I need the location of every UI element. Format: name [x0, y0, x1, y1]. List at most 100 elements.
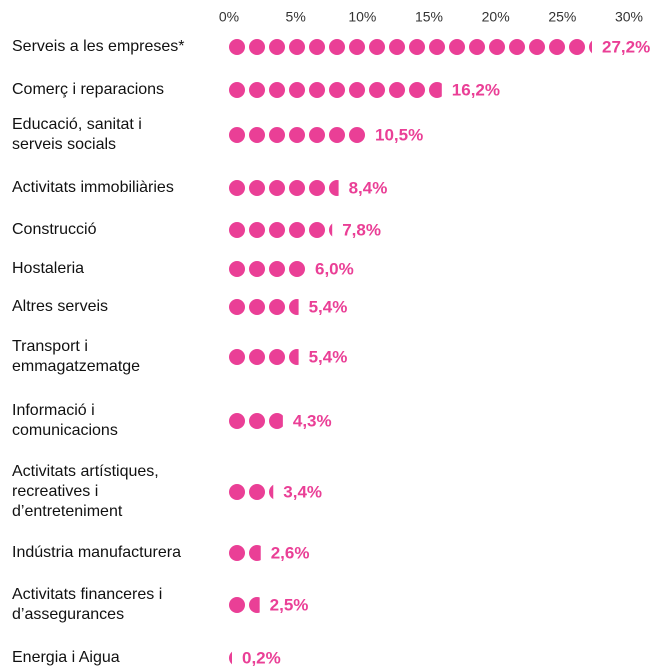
dot: [229, 349, 245, 365]
value-label: 2,6%: [271, 543, 310, 562]
dot: [269, 349, 285, 365]
dot-bar: [229, 597, 260, 613]
dot: [489, 39, 505, 55]
dot: [249, 82, 265, 98]
dot: [289, 127, 305, 143]
category-label: Informació i comunicacions: [12, 402, 118, 439]
dot-bar: [229, 413, 283, 429]
value-label: 4,3%: [293, 411, 332, 430]
dot: [289, 222, 305, 238]
dot: [269, 222, 285, 238]
x-tick-label: 10%: [348, 9, 376, 25]
category-label: Energia i Aigua: [12, 649, 120, 666]
dot: [229, 261, 245, 277]
partial-dot: [269, 413, 283, 429]
dot: [229, 597, 245, 613]
dot: [309, 82, 325, 98]
category-label: Activitats financeres i d’assegurances: [12, 586, 163, 623]
dot: [509, 39, 525, 55]
dot: [249, 127, 265, 143]
x-tick-label: 0%: [219, 9, 239, 25]
value-label: 27,2%: [602, 37, 650, 56]
dot: [269, 180, 285, 196]
value-label: 16,2%: [452, 80, 500, 99]
dot: [349, 82, 365, 98]
dot: [249, 349, 265, 365]
dot: [249, 261, 265, 277]
dot: [249, 39, 265, 55]
dot-bar: [229, 222, 333, 238]
dot: [249, 180, 265, 196]
dot: [549, 39, 565, 55]
value-label: 2,5%: [270, 595, 309, 614]
dot-bar: [229, 127, 365, 143]
dot-bar: [229, 349, 299, 365]
value-label: 0,2%: [242, 648, 281, 667]
dot: [429, 39, 445, 55]
dot: [249, 484, 265, 500]
dot: [329, 39, 345, 55]
dot: [289, 180, 305, 196]
dot: [389, 39, 405, 55]
dot: [409, 82, 425, 98]
dot: [349, 127, 365, 143]
dot-bar: [229, 484, 274, 500]
category-label: Transport i emmagatzematge: [12, 338, 141, 375]
dot: [349, 39, 365, 55]
dot-bar: [229, 261, 305, 277]
value-label: 6,0%: [315, 259, 354, 278]
value-label: 5,4%: [309, 347, 348, 366]
dot: [229, 299, 245, 315]
dot-bar: [229, 180, 339, 196]
partial-dot: [429, 82, 442, 98]
dot: [449, 39, 465, 55]
dot: [249, 299, 265, 315]
dot: [289, 261, 305, 277]
dot: [229, 180, 245, 196]
category-label: Activitats artístiques, recreatives i d’…: [12, 463, 159, 520]
dot: [289, 82, 305, 98]
dot: [289, 39, 305, 55]
partial-dot: [329, 180, 339, 196]
partial-dot: [329, 223, 333, 237]
partial-dot: [289, 349, 299, 365]
dot: [229, 82, 245, 98]
value-label: 10,5%: [375, 125, 423, 144]
category-label: Construcció: [12, 221, 97, 238]
partial-dot: [249, 597, 260, 613]
dot: [309, 180, 325, 196]
value-label: 3,4%: [283, 482, 322, 501]
dot: [369, 39, 385, 55]
dot: [469, 39, 485, 55]
partial-dot: [289, 299, 299, 315]
dot: [409, 39, 425, 55]
x-tick-label: 15%: [415, 9, 443, 25]
category-label: Educació, sanitat i serveis socials: [12, 116, 142, 153]
partial-dot: [269, 484, 274, 500]
dot-bar: [229, 545, 261, 561]
dot-bar: [229, 39, 592, 55]
dot: [329, 127, 345, 143]
category-label: Altres serveis: [12, 298, 109, 315]
dot: [309, 39, 325, 55]
dot: [269, 82, 285, 98]
dot: [329, 82, 345, 98]
x-tick-label: 30%: [615, 9, 643, 25]
category-label: Serveis a les empreses*: [12, 38, 185, 55]
dot: [269, 39, 285, 55]
partial-dot: [249, 545, 261, 561]
dot: [389, 82, 405, 98]
partial-dot: [229, 651, 232, 665]
category-label: Indústria manufacturera: [12, 544, 181, 561]
x-tick-label: 20%: [482, 9, 510, 25]
dot: [269, 261, 285, 277]
dot-bar: [229, 651, 232, 665]
dot: [229, 222, 245, 238]
x-tick-label: 25%: [548, 9, 576, 25]
dot-bar: [229, 299, 299, 315]
category-label: Activitats immobiliàries: [12, 179, 174, 196]
x-tick-label: 5%: [286, 9, 306, 25]
dot: [309, 127, 325, 143]
dot: [249, 222, 265, 238]
